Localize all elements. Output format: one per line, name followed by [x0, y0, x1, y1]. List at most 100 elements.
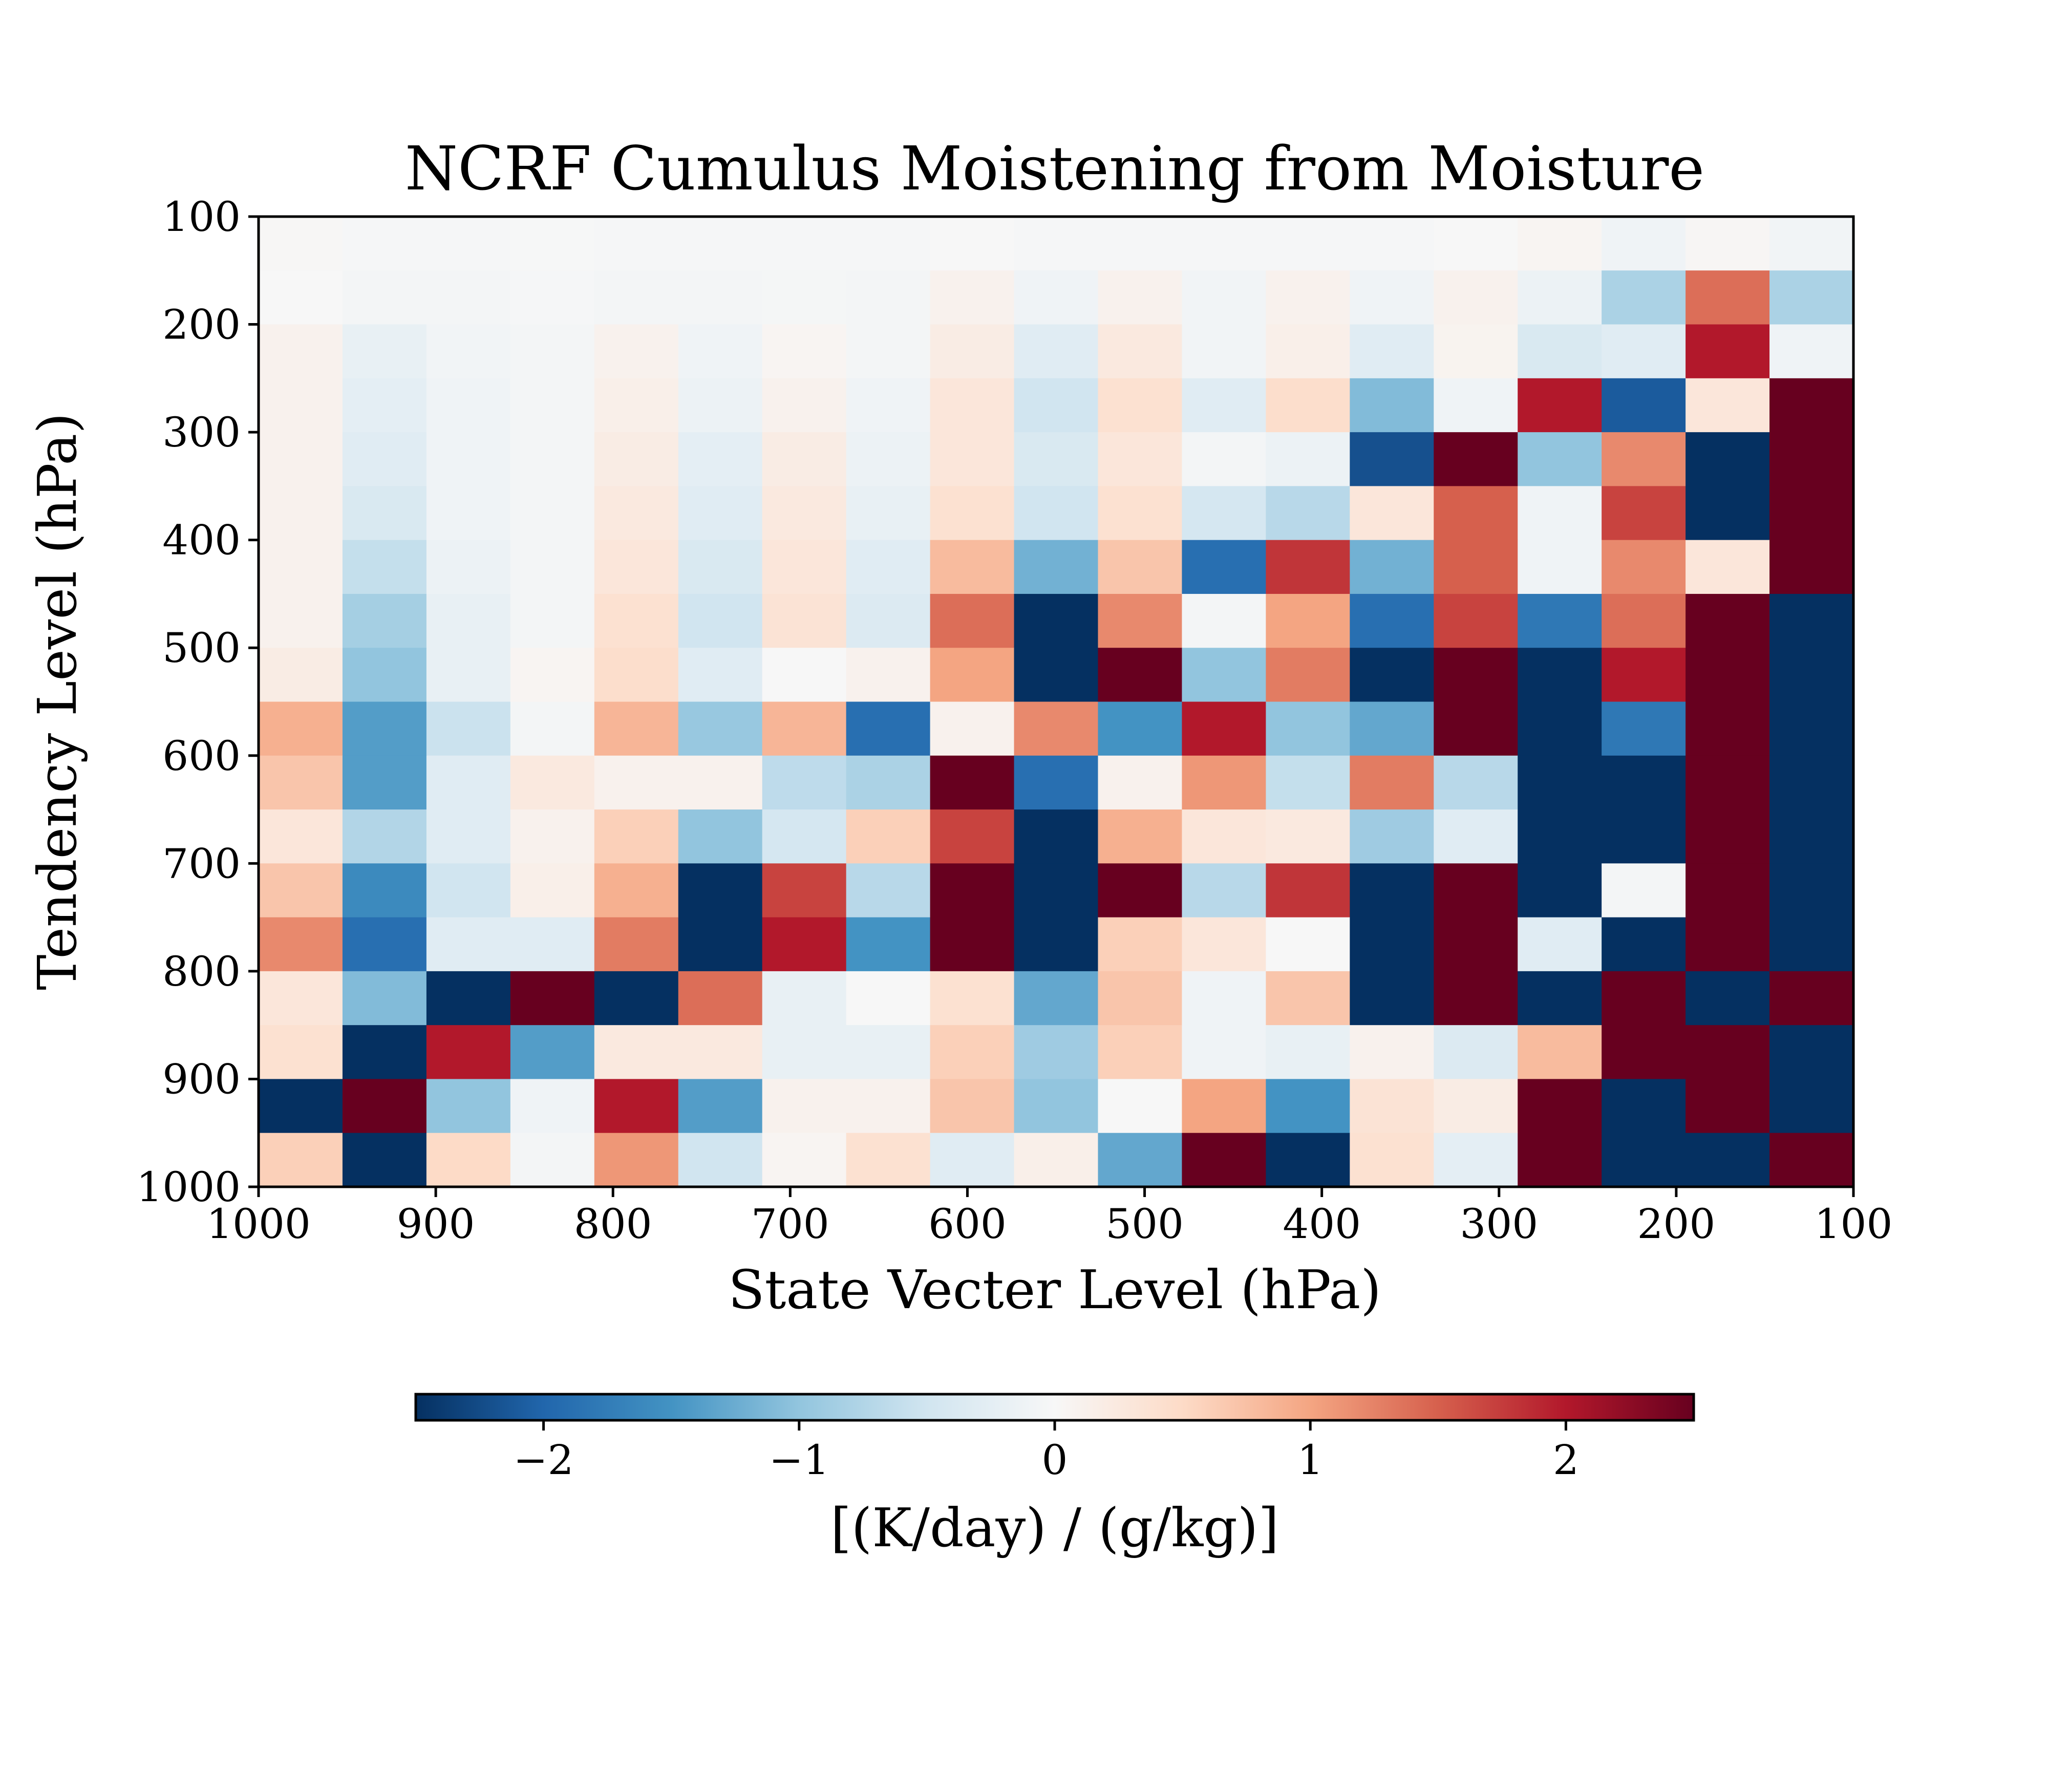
- heatmap-cell: [930, 540, 1015, 594]
- heatmap-cell: [1182, 486, 1266, 541]
- x-tick-label: 1000: [206, 1200, 311, 1248]
- heatmap-cell: [1434, 809, 1518, 864]
- heatmap-cell: [510, 432, 595, 486]
- heatmap-cell: [342, 971, 427, 1026]
- heatmap-cell: [1014, 648, 1099, 702]
- y-axis-label: Tendency Level (hPa): [26, 413, 89, 990]
- heatmap-cell: [1518, 378, 1602, 433]
- heatmap-cell: [762, 809, 847, 864]
- heatmap-cell: [594, 1079, 679, 1134]
- heatmap-cell: [426, 648, 511, 702]
- heatmap-cell: [1602, 217, 1686, 271]
- heatmap-cell: [762, 378, 847, 433]
- heatmap-cell: [1266, 540, 1350, 594]
- heatmap-cell: [1602, 324, 1686, 379]
- heatmap-cell: [1602, 648, 1686, 702]
- heatmap-cell: [1686, 486, 1770, 541]
- heatmap-cell: [594, 593, 679, 648]
- heatmap-cell: [1182, 593, 1266, 648]
- heatmap-cell: [1434, 701, 1518, 756]
- heatmap-cell: [259, 540, 343, 594]
- heatmap-cell: [1266, 917, 1350, 972]
- heatmap-cell: [1014, 971, 1099, 1026]
- heatmap-cell: [1434, 971, 1518, 1026]
- heatmap-cell: [1350, 755, 1434, 810]
- heatmap-cell: [678, 324, 763, 379]
- heatmap-cell: [678, 1025, 763, 1080]
- heatmap-cell: [1518, 1025, 1602, 1080]
- heatmap-cell: [846, 809, 931, 864]
- heatmap-cell: [1098, 971, 1183, 1026]
- heatmap-cell: [1098, 324, 1183, 379]
- heatmap-cell: [846, 593, 931, 648]
- heatmap-cell: [259, 593, 343, 648]
- heatmap-cell: [1098, 809, 1183, 864]
- heatmap-cell: [510, 486, 595, 541]
- heatmap-cell: [1518, 540, 1602, 594]
- heatmap-cell: [594, 1133, 679, 1187]
- colorbar: [414, 1393, 1695, 1422]
- heatmap-cell: [1769, 486, 1854, 541]
- heatmap-cell: [342, 593, 427, 648]
- heatmap-cell: [1434, 540, 1518, 594]
- heatmap-cell: [846, 540, 931, 594]
- heatmap-cell: [594, 863, 679, 918]
- heatmap-cell: [1686, 540, 1770, 594]
- heatmap-cell: [762, 1079, 847, 1134]
- heatmap-cell: [1098, 701, 1183, 756]
- heatmap-cell: [1434, 917, 1518, 972]
- heatmap-cell: [594, 324, 679, 379]
- heatmap-cell: [1769, 1025, 1854, 1080]
- heatmap-cell: [1350, 701, 1434, 756]
- heatmap-cell: [510, 917, 595, 972]
- heatmap-cell: [1098, 270, 1183, 325]
- colorbar-tick-label: 0: [1042, 1436, 1068, 1484]
- heatmap-cell: [594, 270, 679, 325]
- heatmap-cell: [1518, 270, 1602, 325]
- heatmap-cell: [1518, 648, 1602, 702]
- heatmap-cell: [259, 971, 343, 1026]
- heatmap-cell: [1686, 217, 1770, 271]
- heatmap-cell: [259, 755, 343, 810]
- heatmap-cell: [1769, 217, 1854, 271]
- heatmap-cell: [930, 971, 1015, 1026]
- x-axis: 1000 900 800 700 600 500 400 300 200 100: [206, 1187, 1892, 1248]
- heatmap-cell: [1014, 809, 1099, 864]
- heatmap-cell: [762, 432, 847, 486]
- heatmap-cell: [510, 270, 595, 325]
- heatmap-cell: [762, 863, 847, 918]
- heatmap-cell: [1686, 1079, 1770, 1134]
- heatmap-cell: [846, 486, 931, 541]
- heatmap-cell: [762, 701, 847, 756]
- heatmap-cell: [259, 270, 343, 325]
- y-tick-label: 300: [162, 409, 241, 456]
- heatmap-cell: [1266, 324, 1350, 379]
- heatmap-cell: [762, 971, 847, 1026]
- heatmap-cell: [1182, 863, 1266, 918]
- heatmap-cell: [1602, 378, 1686, 433]
- heatmap-cell: [762, 917, 847, 972]
- y-tick-label: 600: [162, 732, 241, 780]
- heatmap-cell: [678, 270, 763, 325]
- heatmap-cell: [1434, 863, 1518, 918]
- heatmap-cell: [510, 324, 595, 379]
- heatmap-cell: [259, 1079, 343, 1134]
- heatmap-cell: [342, 217, 427, 271]
- heatmap-cell: [1266, 648, 1350, 702]
- heatmap-cell: [259, 809, 343, 864]
- heatmap-cell: [1602, 432, 1686, 486]
- heatmap-cell: [1602, 1133, 1686, 1187]
- heatmap-cell: [426, 809, 511, 864]
- heatmap-cell: [678, 648, 763, 702]
- y-tick-label: 200: [162, 301, 241, 349]
- heatmap-cell: [1182, 324, 1266, 379]
- heatmap-cell: [1266, 593, 1350, 648]
- heatmap-cell: [1182, 648, 1266, 702]
- heatmap-cell: [1434, 1025, 1518, 1080]
- heatmap-cell: [510, 648, 595, 702]
- heatmap-cell: [1350, 863, 1434, 918]
- heatmap-cell: [1769, 971, 1854, 1026]
- colorbar-tick-label: −1: [769, 1436, 829, 1484]
- heatmap-cell: [762, 648, 847, 702]
- colorbar-label: [(K/day) / (g/kg)]: [830, 1497, 1279, 1559]
